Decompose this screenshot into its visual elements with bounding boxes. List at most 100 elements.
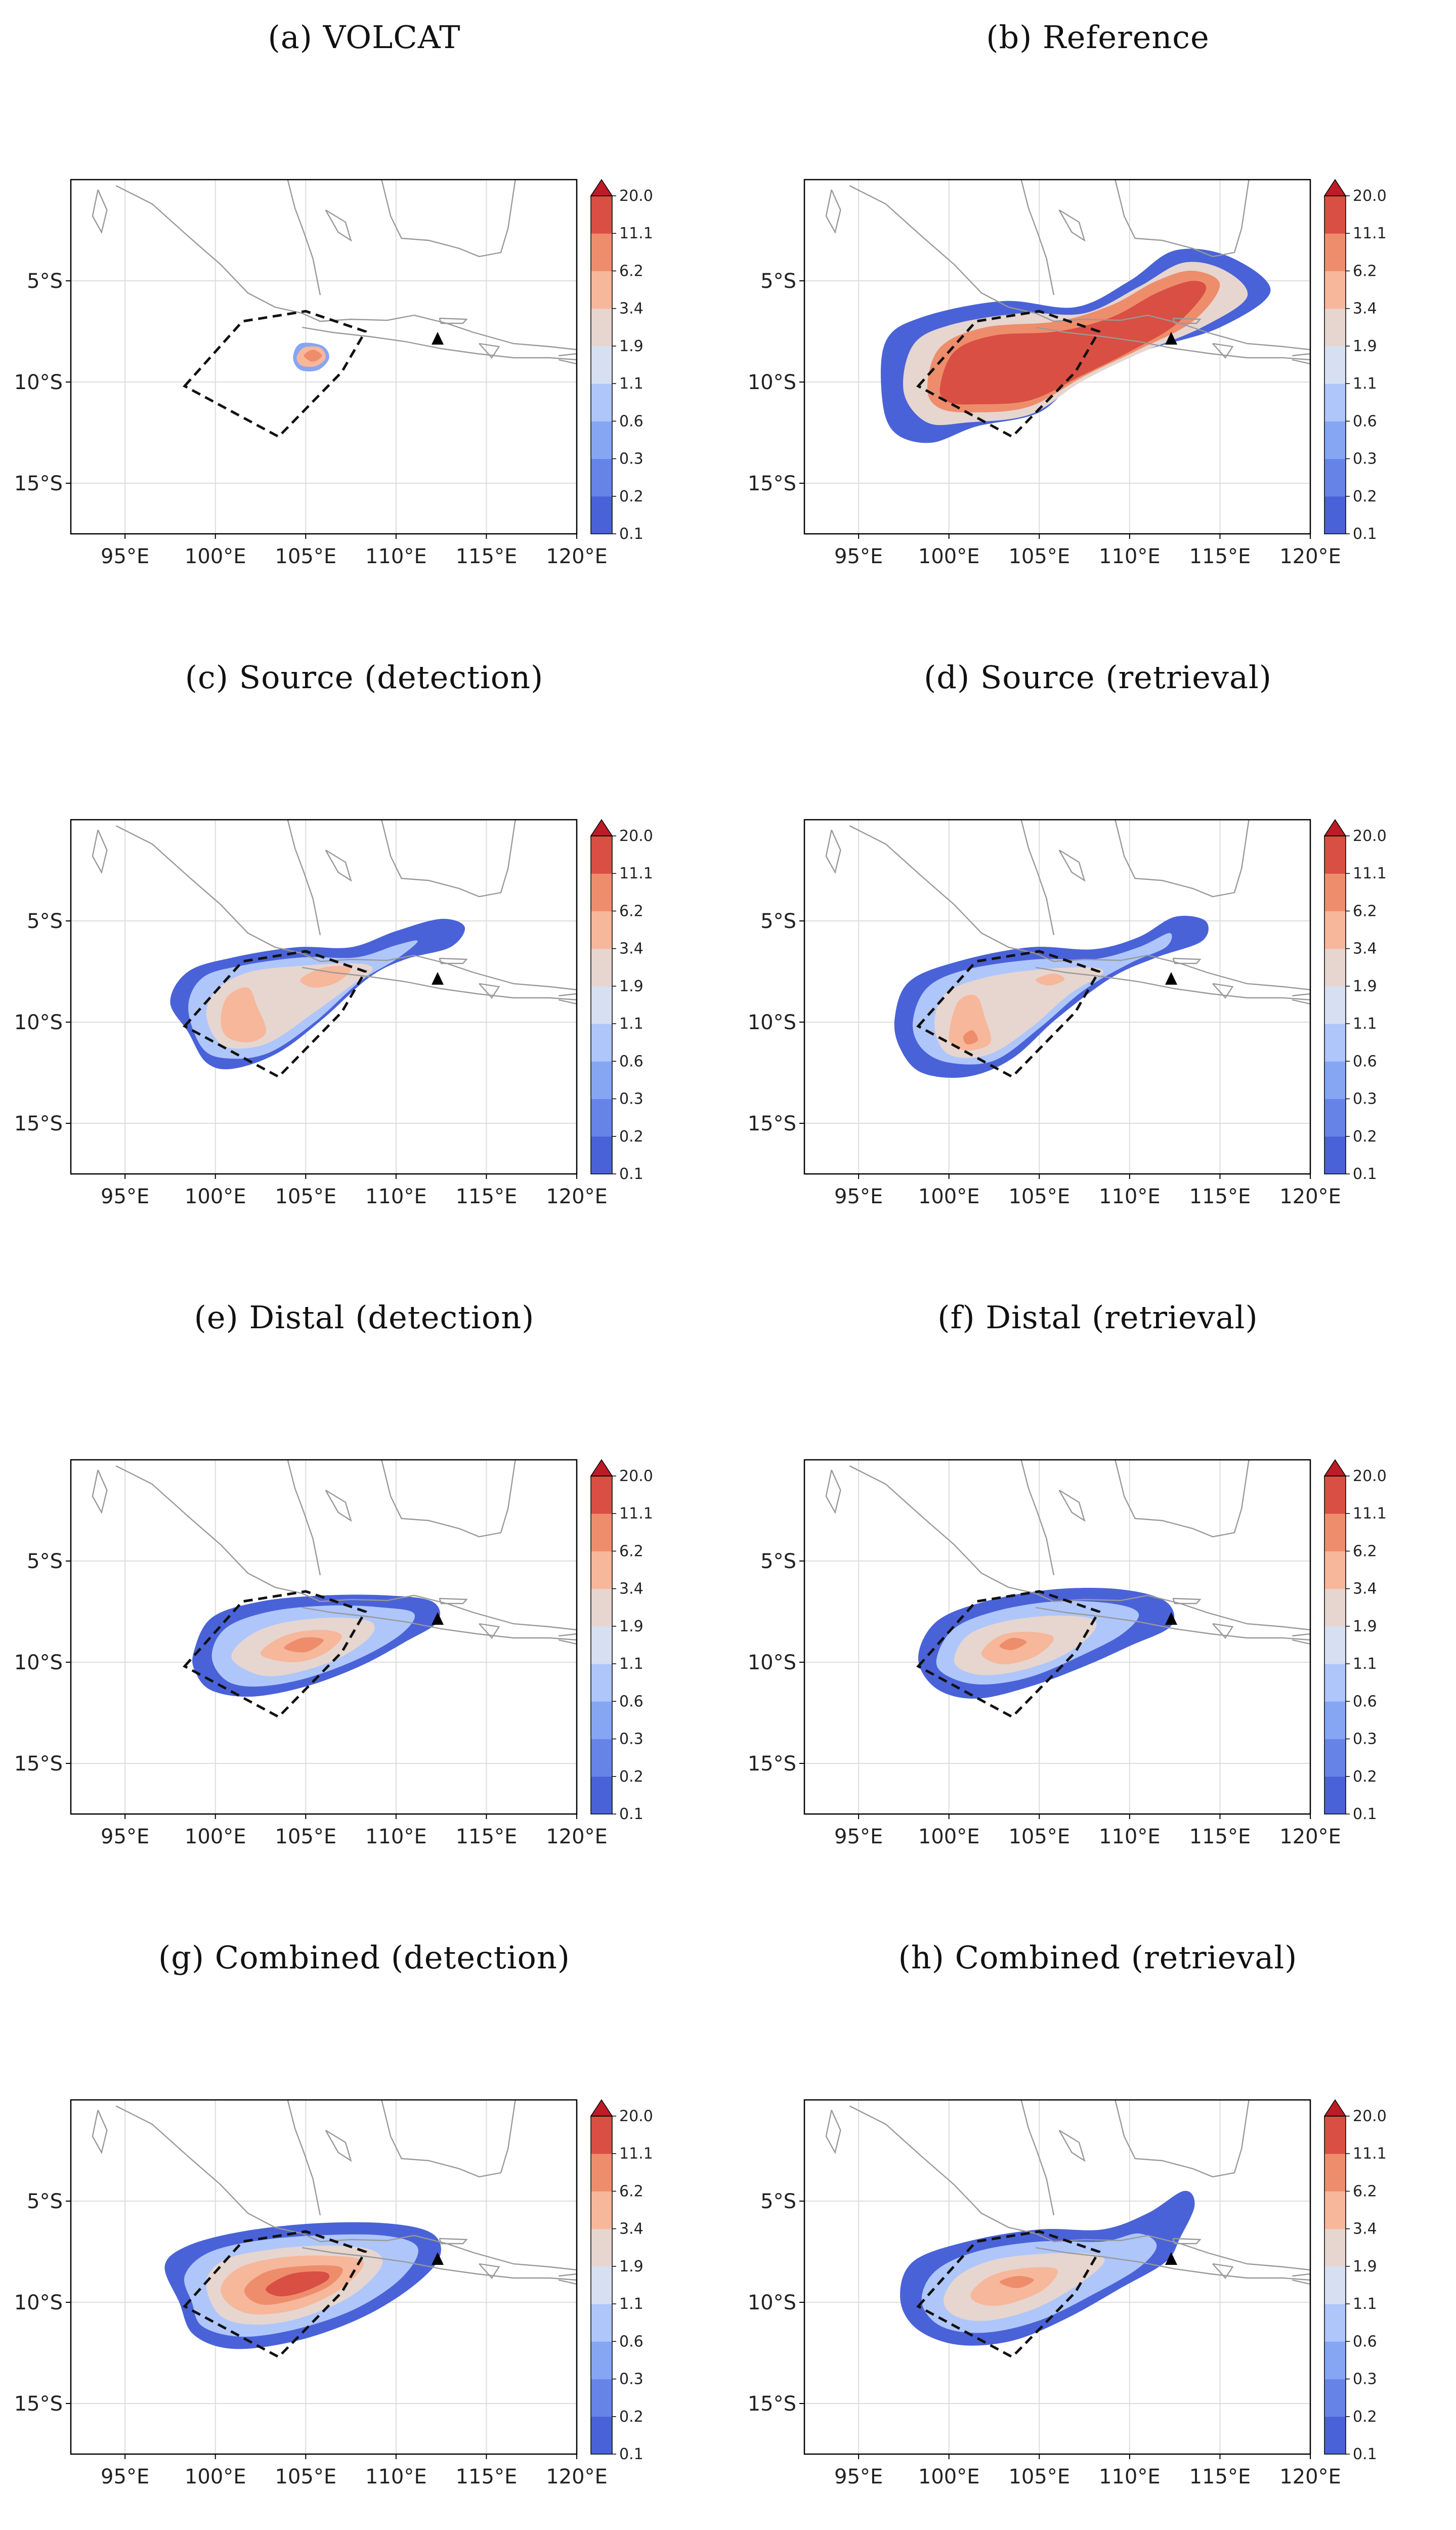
coastline — [1212, 983, 1234, 999]
x-tick-label: 110°E — [1099, 1185, 1161, 1208]
x-tick-label: 115°E — [1189, 1825, 1251, 1848]
colorbar-extend-arrow — [590, 179, 613, 196]
colorbar-segment — [591, 421, 612, 459]
colorbar-segment — [1324, 458, 1346, 497]
panel-title-e: (e) Distal (detection) — [194, 1299, 535, 1336]
coastline — [439, 1597, 468, 1605]
colorbar-label: 1.9 — [619, 1618, 644, 1635]
x-tick-label: 100°E — [185, 1825, 246, 1848]
coastline — [1058, 849, 1086, 882]
plume-contour-6.2 — [999, 1637, 1027, 1651]
y-tick-label: 15°S — [14, 2392, 63, 2416]
colorbar-label: 6.2 — [1353, 902, 1377, 920]
coastline — [1212, 2263, 1234, 2279]
x-tick-label: 115°E — [1189, 1185, 1251, 1208]
map-layers — [804, 1460, 1310, 1814]
colorbar-segment — [1324, 986, 1346, 1024]
colorbar-segment — [1324, 2304, 1346, 2342]
map-layers — [804, 820, 1310, 1174]
colorbar-label: 0.1 — [619, 525, 644, 543]
coastline — [1212, 1623, 1234, 1639]
colorbar-label: 1.9 — [619, 978, 644, 995]
coastline — [1035, 2247, 1310, 2281]
colorbar-label: 3.4 — [619, 300, 644, 318]
colorbar-segment — [1324, 271, 1346, 309]
x-tick-label: 110°E — [365, 1185, 427, 1208]
map-layers — [71, 1460, 577, 1814]
coastline — [1115, 820, 1250, 898]
coastline — [1020, 180, 1055, 296]
colorbar: 0.1 0.2 0.3 0.6 1.1 1.9 3.4 6.2 11.1 20.0 — [590, 179, 653, 543]
colorbar-segment — [591, 2191, 612, 2229]
colorbar-segment — [591, 2116, 612, 2154]
y-tick-label: 10°S — [14, 1011, 63, 1034]
x-tick-label: 110°E — [1099, 1825, 1161, 1848]
colorbar-label: 11.1 — [1353, 2145, 1387, 2163]
colorbar-label: 0.3 — [619, 2371, 644, 2388]
x-tick-label: 115°E — [1189, 2465, 1251, 2489]
colorbar-label: 1.9 — [1353, 2258, 1377, 2275]
x-tick-label: 110°E — [1099, 545, 1161, 568]
colorbar-label: 6.2 — [619, 262, 644, 280]
domain-polygon — [916, 310, 1101, 439]
colorbar-segment — [591, 1476, 612, 1514]
colorbar-label: 3.4 — [619, 2220, 644, 2238]
y-tick-label: 5°S — [760, 1550, 796, 1573]
colorbar-label: 11.1 — [1353, 225, 1387, 242]
coastline — [439, 2238, 468, 2245]
colorbar-label: 0.6 — [1353, 1052, 1377, 1070]
coastline — [825, 829, 841, 874]
domain-polygon — [183, 950, 367, 1079]
colorbar-segment — [591, 2228, 612, 2267]
colorbar-segment — [1324, 384, 1346, 421]
x-tick-label: 95°E — [834, 1825, 883, 1848]
colorbar-label: 1.9 — [619, 338, 644, 355]
x-tick-label: 95°E — [101, 1825, 149, 1848]
volcano-marker — [432, 332, 444, 345]
volcano-marker — [1165, 2252, 1177, 2265]
colorbar-segment — [1324, 2228, 1346, 2267]
colorbar-segment — [591, 2266, 612, 2304]
panel-title-b: (b) Reference — [986, 19, 1209, 56]
x-tick-label: 100°E — [918, 1825, 980, 1848]
coastline — [381, 820, 516, 898]
volcano-marker — [1165, 332, 1177, 345]
x-tick-label: 100°E — [185, 545, 246, 568]
x-tick-label: 115°E — [456, 1825, 518, 1848]
colorbar-segment — [1324, 2416, 1346, 2455]
colorbar-segment — [1324, 1701, 1346, 1740]
colorbar-label: 0.6 — [619, 412, 644, 430]
colorbar-segment — [591, 2304, 612, 2342]
x-tick-label: 100°E — [918, 2465, 980, 2489]
colorbar-label: 0.1 — [619, 2445, 644, 2463]
coastline — [287, 1460, 321, 1576]
coastline — [1020, 820, 1055, 936]
panel-title-f: (f) Distal (retrieval) — [937, 1299, 1258, 1336]
y-tick-label: 15°S — [748, 472, 796, 495]
colorbar-label: 0.2 — [619, 488, 644, 505]
colorbar-label: 0.3 — [619, 450, 644, 468]
colorbar-segment — [591, 196, 612, 234]
coastline — [479, 343, 500, 359]
colorbar-segment — [1324, 196, 1346, 234]
volcano-marker — [432, 2252, 444, 2265]
colorbar-segment — [591, 1061, 612, 1100]
x-tick-label: 100°E — [918, 545, 980, 568]
colorbar-label: 11.1 — [619, 1505, 653, 1523]
colorbar-label: 0.6 — [619, 2333, 644, 2350]
y-tick-label: 5°S — [27, 2190, 63, 2213]
domain-polygon — [183, 2230, 367, 2359]
y-tick-label: 5°S — [760, 2190, 796, 2213]
colorbar-segment — [1324, 233, 1346, 271]
plume-contour-6.2 — [284, 1637, 324, 1653]
colorbar: 0.1 0.2 0.3 0.6 1.1 1.9 3.4 6.2 11.1 20.0 — [1323, 2099, 1387, 2463]
colorbar-extend-arrow — [1323, 2099, 1347, 2117]
colorbar-label: 0.2 — [1353, 1768, 1377, 1786]
coastline — [1035, 1607, 1310, 1641]
map-layers — [804, 2100, 1310, 2454]
coastline — [1035, 326, 1310, 361]
x-tick-label: 110°E — [365, 2465, 427, 2489]
colorbar-segment — [1324, 1588, 1346, 1627]
colorbar-label: 1.1 — [1353, 1015, 1377, 1033]
colorbar-label: 0.1 — [1353, 1805, 1377, 1823]
